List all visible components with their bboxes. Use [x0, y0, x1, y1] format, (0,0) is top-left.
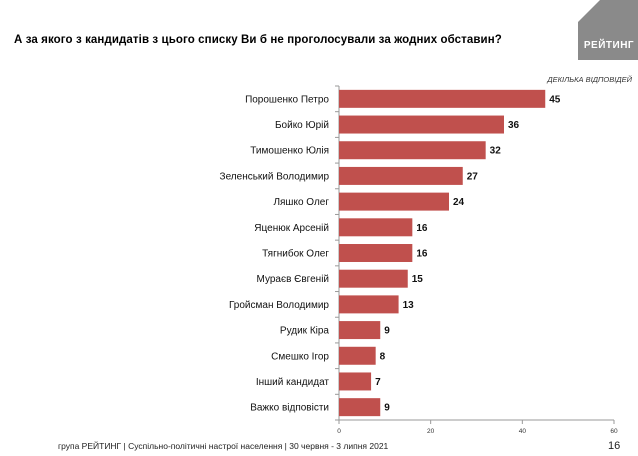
data-label: 16 — [416, 249, 428, 260]
x-tick-label: 40 — [519, 428, 527, 435]
data-label: 9 — [384, 326, 390, 337]
bar — [339, 141, 486, 160]
category-label: Рудик Кіра — [280, 326, 330, 337]
data-label: 36 — [508, 120, 520, 131]
multiple-answers-note: ДЕКІЛЬКА ВІДПОВІДЕЙ — [547, 75, 632, 84]
data-label: 27 — [467, 171, 479, 182]
data-label: 32 — [490, 146, 502, 157]
category-label: Тимошенко Юлія — [250, 146, 329, 157]
bar — [339, 269, 408, 288]
bar — [339, 89, 546, 108]
bar — [339, 192, 449, 211]
category-label: Тягнибок Олег — [262, 248, 329, 260]
data-label: 45 — [549, 94, 561, 105]
category-label: Бойко Юрій — [275, 120, 329, 131]
data-label: 7 — [375, 377, 381, 388]
bar — [339, 321, 381, 340]
bar — [339, 295, 399, 314]
category-label: Гройсман Володимир — [229, 300, 329, 311]
bar — [339, 372, 372, 391]
data-label: 9 — [384, 403, 390, 414]
category-label: Зеленський Володимир — [220, 171, 330, 182]
bar — [339, 115, 504, 134]
data-label: 16 — [416, 223, 428, 234]
bar — [339, 244, 413, 262]
logo-text: РЕЙТИНГ — [583, 40, 635, 51]
logo-corner-shape — [578, 0, 600, 22]
bar — [339, 398, 381, 417]
bar — [339, 346, 376, 365]
page-number: 16 — [608, 440, 621, 452]
chart-question-title: А за якого з кандидатів з цього списку В… — [14, 34, 502, 46]
bar — [339, 166, 463, 185]
category-label: Смешко Ігор — [271, 351, 329, 362]
category-label: Ляшко Олег — [273, 197, 329, 208]
x-tick-label: 0 — [337, 428, 341, 435]
data-label: 24 — [453, 197, 465, 208]
data-label: 15 — [412, 274, 424, 285]
data-label: 13 — [403, 300, 415, 311]
footer-source: група РЕЙТИНГ | Суспільно-політичні наст… — [58, 441, 389, 451]
data-label: 8 — [380, 351, 386, 362]
x-tick-label: 60 — [610, 428, 618, 435]
x-tick-label: 20 — [427, 428, 435, 435]
bar — [339, 218, 413, 237]
category-label: Важко відповісти — [250, 403, 329, 414]
rating-logo: РЕЙТИНГ — [578, 0, 638, 60]
category-label: Порошенко Петро — [245, 94, 329, 105]
category-label: Мураєв Євгеній — [257, 274, 329, 285]
category-label: Інший кандидат — [256, 377, 330, 388]
category-label: Яценюк Арсеній — [254, 223, 329, 234]
